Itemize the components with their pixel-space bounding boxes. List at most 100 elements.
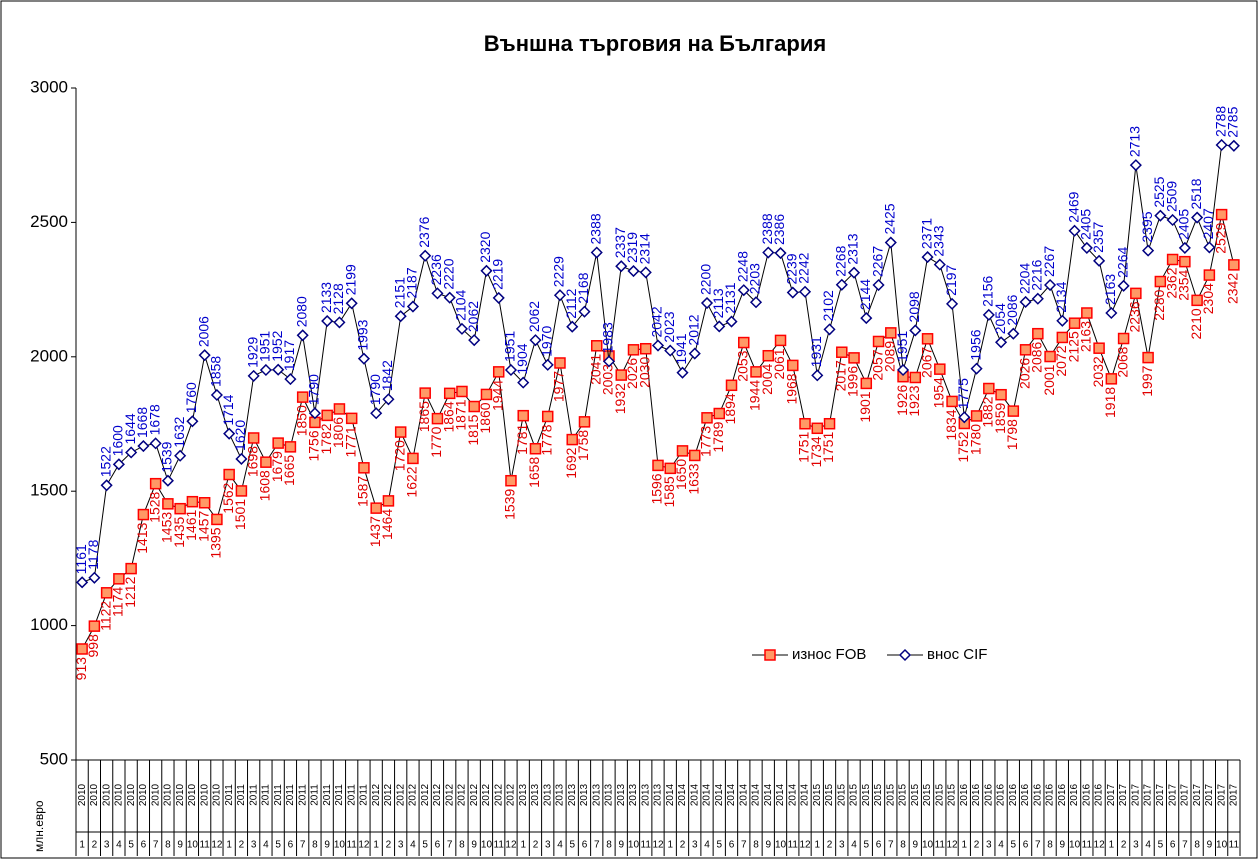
data-label: 1608 xyxy=(257,470,273,501)
data-label: 1997 xyxy=(1139,365,1155,396)
x-year-label: 2012 xyxy=(506,783,517,806)
data-point xyxy=(896,363,910,377)
x-year-label: 2016 xyxy=(959,783,970,806)
x-tick-label: 10 xyxy=(628,840,640,851)
data-label: 1834 xyxy=(943,409,959,440)
data-label: 2239 xyxy=(783,253,799,284)
data-label: 1858 xyxy=(208,356,224,387)
x-tick-label: 12 xyxy=(1094,840,1106,851)
x-tick-label: 8 xyxy=(1047,840,1053,851)
x-tick-label: 3 xyxy=(986,840,992,851)
x-year-label: 2013 xyxy=(518,783,529,806)
x-tick-label: 4 xyxy=(851,840,857,851)
data-point xyxy=(995,388,1007,401)
data-label: 1751 xyxy=(796,432,812,463)
data-label: 2229 xyxy=(551,256,567,287)
data-point xyxy=(235,452,248,466)
x-year-label: 2010 xyxy=(150,783,161,806)
data-label: 1539 xyxy=(159,441,175,472)
data-point xyxy=(995,336,1008,349)
x-tick-label: 11 xyxy=(346,840,357,851)
x-tick-label: 7 xyxy=(594,840,600,851)
x-tick-label: 6 xyxy=(1023,840,1029,851)
data-label: 2133 xyxy=(318,282,334,313)
x-tick-label: 4 xyxy=(998,840,1004,851)
x-year-label: 2012 xyxy=(444,783,455,806)
data-point xyxy=(113,573,125,585)
data-label: 1859 xyxy=(992,402,1008,433)
data-label: 2713 xyxy=(1127,126,1143,157)
x-year-label: 2015 xyxy=(922,783,933,806)
data-label: 2313 xyxy=(845,233,861,264)
data-label: 1789 xyxy=(710,421,726,452)
data-label: 2053 xyxy=(734,350,750,381)
data-point xyxy=(382,495,395,507)
data-point xyxy=(799,417,811,430)
data-label: 1983 xyxy=(600,322,616,353)
data-point xyxy=(76,643,88,655)
x-tick-label: 12 xyxy=(358,840,370,851)
data-point xyxy=(554,357,566,369)
data-label: 1977 xyxy=(551,371,567,402)
data-point xyxy=(480,264,493,277)
data-point xyxy=(259,363,272,377)
data-label: 2128 xyxy=(330,283,346,314)
x-tick-label: 8 xyxy=(1194,840,1200,851)
x-year-label: 2014 xyxy=(738,783,749,806)
data-label: 1752 xyxy=(955,431,971,462)
data-point xyxy=(431,412,444,425)
data-point xyxy=(1105,373,1118,385)
data-point xyxy=(492,291,505,304)
data-label: 1771 xyxy=(342,426,358,457)
x-year-label: 2017 xyxy=(1167,783,1178,806)
data-point xyxy=(468,400,480,413)
data-label: 2003 xyxy=(600,364,616,395)
x-tick-label: 5 xyxy=(1011,840,1017,851)
x-year-label: 2013 xyxy=(542,783,553,806)
x-year-label: 2010 xyxy=(114,783,125,806)
data-point xyxy=(149,437,162,450)
x-tick-label: 2 xyxy=(974,840,980,851)
data-label: 1798 xyxy=(1004,419,1020,450)
data-label: 1970 xyxy=(538,326,554,357)
data-point xyxy=(1031,292,1044,305)
data-label: 2151 xyxy=(391,277,407,308)
data-label: 2362 xyxy=(1163,267,1179,298)
chart-title: Външна търговия на България xyxy=(484,31,826,56)
data-label: 1395 xyxy=(208,527,224,558)
data-label: 2525 xyxy=(1151,176,1167,207)
data-label: 1501 xyxy=(232,499,248,530)
data-label: 2371 xyxy=(918,218,934,249)
data-label: 2203 xyxy=(747,263,763,294)
data-label: 1860 xyxy=(477,402,493,433)
x-tick-label: 11 xyxy=(788,840,799,851)
data-point xyxy=(1056,331,1069,344)
x-year-label: 2013 xyxy=(567,783,578,806)
data-label: 1453 xyxy=(159,512,175,543)
x-tick-label: 2 xyxy=(386,840,392,851)
data-point xyxy=(1019,295,1032,309)
data-label: 1790 xyxy=(306,374,322,405)
x-tick-label: 3 xyxy=(398,840,404,851)
x-year-label: 2014 xyxy=(714,783,725,806)
data-label: 1679 xyxy=(269,451,285,482)
x-tick-label: 2 xyxy=(680,840,686,851)
data-label: 1864 xyxy=(440,401,456,432)
data-point xyxy=(1191,294,1203,307)
x-tick-label: 4 xyxy=(410,840,416,851)
data-point xyxy=(934,363,946,375)
data-label: 1968 xyxy=(783,373,799,404)
data-point xyxy=(1154,275,1167,288)
data-label: 2407 xyxy=(1200,208,1216,239)
data-label: 2067 xyxy=(918,347,934,378)
x-tick-label: 9 xyxy=(913,840,919,851)
data-label: 1632 xyxy=(171,416,187,447)
x-tick-label: 12 xyxy=(947,840,959,851)
data-point xyxy=(468,334,481,347)
x-year-label: 2017 xyxy=(1106,783,1117,806)
data-point xyxy=(921,251,934,264)
data-point xyxy=(443,387,456,400)
x-year-label: 2016 xyxy=(1094,783,1105,806)
data-label: 2080 xyxy=(293,296,309,327)
data-point xyxy=(529,334,542,347)
